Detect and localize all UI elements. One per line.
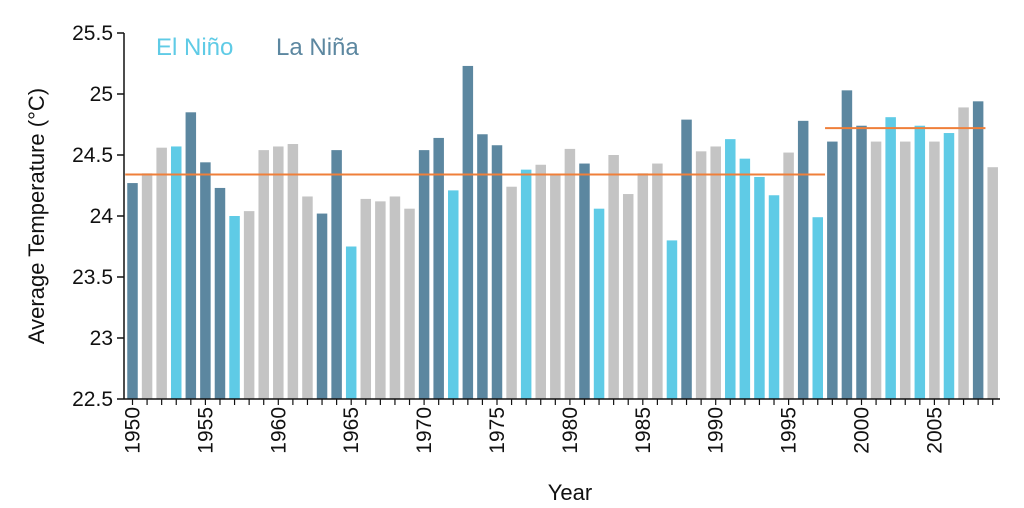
bar-1972 — [448, 190, 459, 399]
x-tick-label: 1960 — [267, 407, 290, 454]
y-tick-label: 23.5 — [72, 266, 113, 289]
bars-group — [127, 65, 998, 400]
bar-2003 — [899, 141, 911, 399]
bar-1958 — [243, 211, 255, 399]
bar-2006 — [943, 133, 955, 400]
bar-1997 — [812, 217, 824, 399]
bar-2000 — [856, 125, 867, 399]
bar-1975 — [491, 145, 503, 399]
x-tick-label: 1990 — [705, 407, 728, 454]
bar-1962 — [302, 196, 313, 399]
x-tick-label: 1985 — [632, 407, 655, 454]
bar-1984 — [622, 194, 634, 399]
bar-1950 — [127, 183, 138, 399]
bar-1998 — [827, 141, 838, 399]
bar-2008 — [972, 101, 984, 399]
bar-1957 — [229, 216, 240, 399]
bar-2002 — [885, 117, 896, 400]
bar-1992 — [739, 158, 751, 399]
bar-1954 — [185, 112, 197, 400]
bar-1960 — [273, 146, 284, 399]
bar-1979 — [550, 174, 561, 399]
y-axis-title: Average Temperature (°C) — [24, 88, 49, 344]
bar-1976 — [506, 186, 517, 399]
bar-1968 — [389, 196, 401, 399]
y-tick-label: 24 — [90, 205, 114, 228]
bar-1995 — [783, 152, 794, 399]
bar-1966 — [360, 198, 372, 399]
bar-1978 — [535, 164, 546, 399]
x-axis-title: Year — [548, 480, 592, 505]
legend-el-nino: El Niño — [156, 34, 233, 61]
legend-la-nina: La Niña — [276, 34, 359, 61]
bar-1964 — [331, 150, 342, 399]
x-tick-label: 1955 — [194, 407, 217, 454]
bar-2005 — [929, 141, 940, 399]
bar-1959 — [258, 150, 269, 399]
y-tick-label: 22.5 — [72, 388, 113, 411]
bar-1985 — [637, 173, 649, 399]
bar-1991 — [725, 139, 736, 399]
bar-1969 — [404, 208, 415, 399]
bar-1977 — [520, 169, 532, 399]
bar-1952 — [156, 147, 167, 399]
bar-1956 — [214, 187, 226, 399]
bar-1983 — [608, 155, 619, 399]
bar-1963 — [316, 213, 328, 399]
bar-1973 — [462, 65, 474, 399]
y-tick-label: 25 — [90, 83, 113, 106]
bar-1961 — [287, 144, 299, 399]
y-tick-label: 23 — [90, 327, 113, 350]
bar-1987 — [666, 240, 678, 399]
bar-1951 — [141, 173, 153, 399]
bar-1980 — [564, 148, 576, 399]
bar-1999 — [841, 90, 853, 399]
bar-1982 — [593, 208, 605, 399]
bar-1993 — [754, 176, 765, 399]
y-tick-label: 25.5 — [72, 22, 113, 45]
bar-1970 — [418, 150, 430, 399]
axes: 22.5 23 23.5 24 24.5 25 25.5 1950 1955 1960 1965 19… — [72, 22, 1000, 454]
bar-1989 — [695, 151, 707, 399]
bar-2001 — [870, 141, 882, 399]
bar-1974 — [477, 134, 488, 399]
bar-1967 — [375, 201, 386, 399]
x-tick-label: 1970 — [413, 407, 436, 454]
bar-2009 — [987, 167, 998, 399]
bar-1994 — [768, 195, 780, 399]
x-tick-label: 1950 — [122, 407, 145, 454]
x-tick-label: 1965 — [340, 407, 363, 454]
average-lines — [125, 127, 986, 176]
x-tick-label: 1980 — [559, 407, 582, 454]
x-tick-label: 1975 — [486, 407, 509, 454]
bar-1986 — [652, 163, 663, 399]
bar-1981 — [579, 163, 590, 399]
x-tick-label: 1995 — [778, 407, 801, 454]
bar-1953 — [170, 146, 182, 399]
bar-1996 — [797, 120, 809, 399]
legend: El Niño La Niña — [156, 34, 359, 61]
x-tick-label: 2000 — [851, 407, 874, 454]
bar-1971 — [433, 137, 444, 400]
bar-1988 — [681, 119, 692, 400]
bar-1965 — [345, 246, 357, 399]
bar-1990 — [710, 146, 721, 399]
bar-1955 — [200, 162, 211, 399]
bar-2004 — [914, 125, 926, 399]
x-tick-label: 2005 — [923, 407, 946, 454]
y-tick-label: 24.5 — [72, 144, 113, 167]
bar-2007 — [958, 107, 969, 400]
